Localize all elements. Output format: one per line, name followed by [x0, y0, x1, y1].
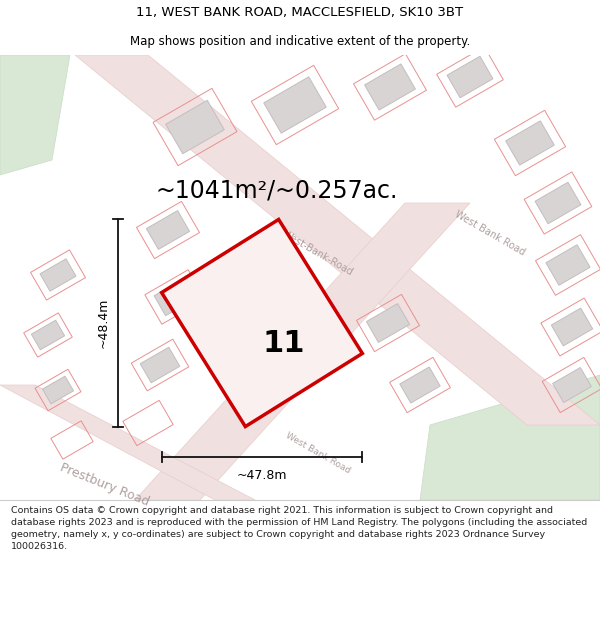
Polygon shape: [506, 121, 554, 165]
Text: Prestbury Road: Prestbury Road: [58, 461, 152, 509]
Polygon shape: [553, 368, 592, 402]
Polygon shape: [420, 375, 600, 500]
Text: ~1041m²/~0.257ac.: ~1041m²/~0.257ac.: [155, 178, 397, 202]
Polygon shape: [546, 245, 590, 285]
Polygon shape: [0, 55, 70, 175]
Text: West Bank Road: West Bank Road: [453, 209, 527, 257]
Text: ~48.4m: ~48.4m: [97, 298, 110, 348]
Text: 11, WEST BANK ROAD, MACCLESFIELD, SK10 3BT: 11, WEST BANK ROAD, MACCLESFIELD, SK10 3…: [136, 6, 464, 19]
Text: ~47.8m: ~47.8m: [237, 469, 287, 481]
Polygon shape: [535, 182, 581, 224]
Text: Contains OS data © Crown copyright and database right 2021. This information is : Contains OS data © Crown copyright and d…: [11, 506, 587, 551]
Polygon shape: [0, 385, 255, 500]
Text: Map shows position and indicative extent of the property.: Map shows position and indicative extent…: [130, 35, 470, 48]
Polygon shape: [75, 55, 600, 425]
Polygon shape: [40, 259, 76, 291]
Polygon shape: [43, 376, 74, 404]
Polygon shape: [135, 203, 470, 500]
Polygon shape: [161, 219, 362, 426]
Polygon shape: [264, 77, 326, 133]
Polygon shape: [140, 348, 180, 382]
Text: 11: 11: [263, 329, 305, 357]
Polygon shape: [166, 100, 224, 154]
Polygon shape: [367, 304, 410, 343]
Polygon shape: [154, 278, 196, 316]
Polygon shape: [365, 64, 415, 110]
Text: West Bank Road: West Bank Road: [284, 431, 352, 475]
Polygon shape: [400, 367, 440, 403]
Polygon shape: [146, 211, 190, 249]
Polygon shape: [551, 308, 593, 346]
Polygon shape: [447, 56, 493, 98]
Text: West-Bank-Road: West-Bank-Road: [281, 229, 355, 278]
Polygon shape: [31, 320, 65, 350]
